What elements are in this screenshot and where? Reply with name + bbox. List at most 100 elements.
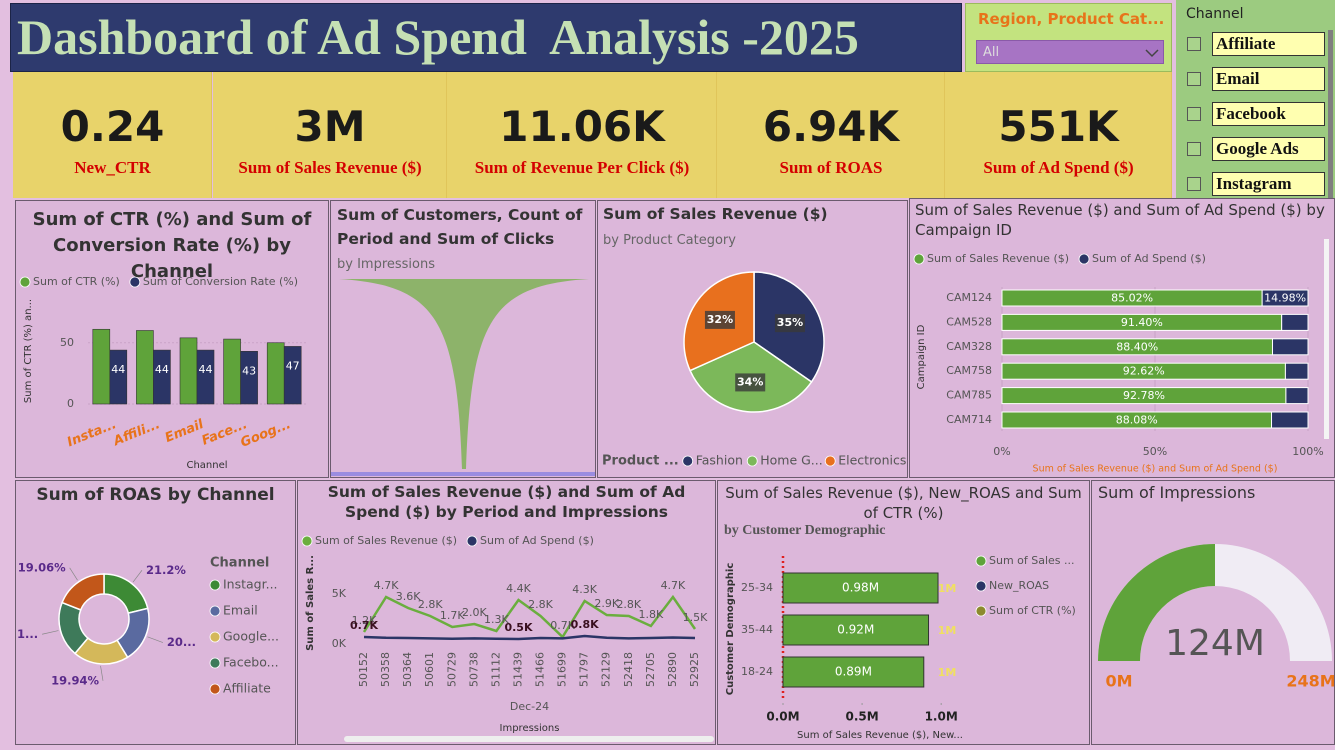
bar [196,349,215,405]
legend-marker [466,535,478,547]
data-label: 14.98% [1264,292,1306,305]
x-axis-label: Channel [186,460,227,471]
chevron-icon [1145,49,1159,58]
kpi-label: New_CTR [74,158,151,177]
gauge-max: 248M [1286,672,1334,691]
x-tick-label: 51699 [556,652,569,687]
x-tick-label: 50364 [401,652,414,687]
donut-slice [103,573,149,614]
x-tick-label: 50% [1143,445,1167,458]
checkbox[interactable] [1187,72,1201,86]
slicer-item[interactable]: Email [1212,67,1325,91]
chart-panel: 0.0M 0.5M 1.0M 25-34 0.98M 1M 35-44 0.92M 1M 18-2… [717,480,1090,745]
kpi-label: Sum of Ad Spend ($) [983,158,1134,177]
kpi-value: 6.94K [762,102,900,151]
slicer-item[interactable]: Affiliate [1212,32,1325,56]
kpi-value: 11.06K [499,102,665,151]
y-tick-label: CAM785 [946,389,992,402]
data-label: 4.4K [506,582,531,595]
legend-label: Affiliate [223,681,271,696]
line-series [363,634,696,641]
checkbox[interactable] [1187,177,1201,191]
data-label: 1.3K [484,613,509,626]
slicer-item[interactable]: Google Ads [1212,137,1325,161]
y-tick-label: CAM714 [946,413,992,426]
checkbox[interactable] [1187,37,1201,51]
x-tick-label: 52705 [644,652,657,687]
y-tick-label: 35-44 [741,623,773,636]
bar [92,328,111,405]
chevron [1145,49,1159,58]
chart-canvas: 124M 0M 248M [1098,544,1334,691]
chart-title: Sum of Sales Revenue ($) [603,205,828,223]
bar-segment [1261,289,1309,307]
data-label: 2.9K [594,597,619,610]
legend-label: Sum of Sales Revenue ($) [927,252,1069,265]
leader-line [42,630,59,635]
checkbox[interactable] [1187,142,1201,156]
data-label: 0.7K [350,619,378,632]
data-label: 1.7K [440,609,465,622]
legend-label: Sum of Ad Spend ($) [1092,252,1206,265]
legend-label: Instagr... [223,577,278,592]
legend-marker [209,605,221,617]
legend-label: Sum of CTR (%) [33,275,120,288]
data-label: 44 [199,363,213,376]
y-tick-label: CAM124 [946,291,992,304]
leader-line [147,636,164,643]
legend-marker [746,455,758,467]
label-box [735,373,766,392]
legend-marker [975,605,987,617]
chart-title: Sum of CTR (%) and Sum of Conversion Rat… [32,209,312,282]
legend-label: Electronics [838,453,906,468]
slicer-label: Region, Product Cat... [978,10,1165,28]
y-tick-label: CAM328 [946,340,992,353]
legend-marker [913,253,925,265]
chart-canvas: 0K 5K 50152 50358 50364 50601 50729 50738 51112 5… [301,534,714,742]
kpi-card: 3M Sum of Sales Revenue ($) [213,72,447,198]
scrollbar [344,736,714,742]
slicer-item[interactable]: Facebook [1212,102,1325,126]
legend-marker [209,683,221,695]
checkbox[interactable] [1187,107,1201,121]
data-label: 44 [155,363,169,376]
data-label: 92.78% [1123,389,1165,402]
data-label: 1.2K [352,614,377,627]
data-label: 0.5K [504,621,532,634]
bar-segment [1272,338,1309,356]
data-label: 19.94% [51,673,99,687]
bar [223,338,241,405]
x-group-label: Dec-24 [510,700,549,713]
chart-canvas: 05044Insta...44Affili...44Email43Face...… [19,275,306,471]
legend-marker [209,657,221,669]
slicer-dropdown[interactable]: All [976,40,1164,64]
slicer-item[interactable]: Instagram [1212,172,1325,196]
total-label: 1M [938,624,957,637]
y-tick-label: 50 [60,336,74,349]
data-label: 21.2% [146,563,186,577]
x-axis-label: Sum of Sales Revenue ($), New... [797,730,963,741]
x-tick-label: 51466 [534,652,547,687]
legend-marker [301,535,313,547]
data-label: 91.40% [1121,316,1163,329]
leader-line [69,567,78,581]
legend-label: Email [223,603,258,618]
label-box [774,314,805,333]
chart-title: Sum of Sales Revenue ($) and Sum of Ad S… [327,483,686,521]
legend-marker [824,455,836,467]
x-tick-label: 50738 [467,652,480,687]
legend-label: Sum of Ad Spend ($) [480,534,594,547]
label-box [704,310,735,329]
x-tick-label: 1.0M [925,710,958,724]
x-tick-label: 0.5M [845,710,878,724]
chart-panel: 0% 50% 100% CAM124 85.02% 14.98% CAM528 91.40% C… [909,198,1335,478]
x-tick-label: 52418 [622,652,635,687]
bar [179,337,198,405]
kpi-label: Sum of ROAS [779,158,883,177]
data-label: 32% [707,313,733,326]
dashboard-title: Dashboard of Ad Spend Analysis -2025 [17,9,859,65]
scrollbar [1324,239,1329,439]
bar-segment [1281,313,1309,331]
data-label: 0.92M [837,623,874,637]
